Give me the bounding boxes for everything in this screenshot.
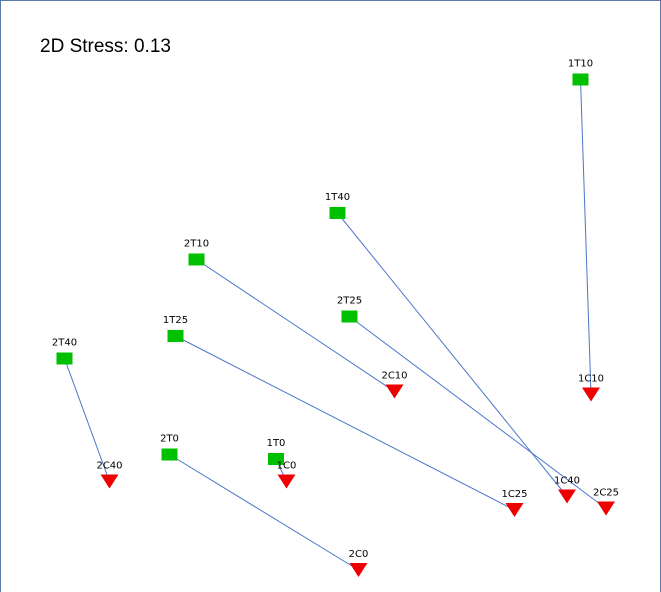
triangle-marker bbox=[505, 503, 524, 517]
triangle-marker bbox=[558, 489, 576, 504]
link bbox=[337, 212, 568, 497]
point-label: 1T0 bbox=[267, 438, 286, 449]
square-marker bbox=[56, 352, 73, 365]
link bbox=[349, 316, 607, 509]
point-label: 2C25 bbox=[593, 488, 619, 499]
link bbox=[169, 454, 359, 571]
point-label: 1C40 bbox=[554, 476, 580, 487]
triangle-marker bbox=[385, 384, 404, 399]
triangle-marker bbox=[597, 501, 615, 516]
chart-title: 2D Stress: 0.13 bbox=[40, 36, 171, 57]
point-label: 2T40 bbox=[52, 338, 77, 349]
triangle-marker bbox=[100, 474, 119, 489]
point-label: 1C10 bbox=[578, 374, 604, 385]
square-marker bbox=[188, 253, 205, 266]
square-marker bbox=[329, 207, 346, 219]
point-label: 2C40 bbox=[96, 461, 122, 472]
square-marker bbox=[341, 310, 358, 323]
point-label: 2T10 bbox=[184, 239, 209, 250]
triangle-marker bbox=[349, 563, 368, 577]
point-label: 1T40 bbox=[325, 192, 350, 203]
link bbox=[64, 358, 110, 482]
square-marker bbox=[268, 453, 284, 465]
link bbox=[580, 79, 592, 395]
point-label: 1C0 bbox=[277, 461, 297, 472]
point-label: 1T10 bbox=[568, 59, 593, 70]
point-label: 2T25 bbox=[337, 296, 362, 307]
link bbox=[175, 335, 515, 511]
point-label: 2C0 bbox=[349, 549, 369, 560]
point-label: 1T25 bbox=[163, 315, 188, 326]
point-label: 1C25 bbox=[501, 489, 527, 500]
point-label: 2T0 bbox=[160, 434, 179, 445]
triangle-marker bbox=[582, 387, 600, 402]
square-marker bbox=[572, 73, 589, 86]
square-marker bbox=[161, 448, 178, 461]
triangle-marker bbox=[277, 474, 296, 489]
link bbox=[196, 259, 395, 392]
square-marker bbox=[167, 330, 184, 342]
point-label: 2C10 bbox=[381, 371, 407, 382]
